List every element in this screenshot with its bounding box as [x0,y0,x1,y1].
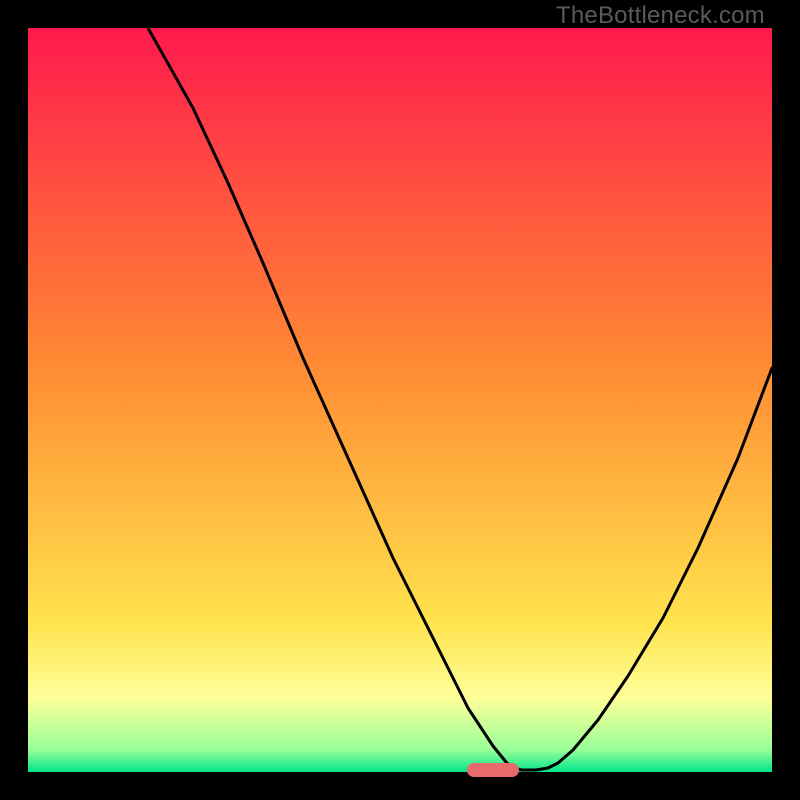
optimal-marker [467,763,519,777]
watermark-text: TheBottleneck.com [556,2,765,30]
bottleneck-curve [0,0,800,800]
chart-frame: TheBottleneck.com [0,0,800,800]
